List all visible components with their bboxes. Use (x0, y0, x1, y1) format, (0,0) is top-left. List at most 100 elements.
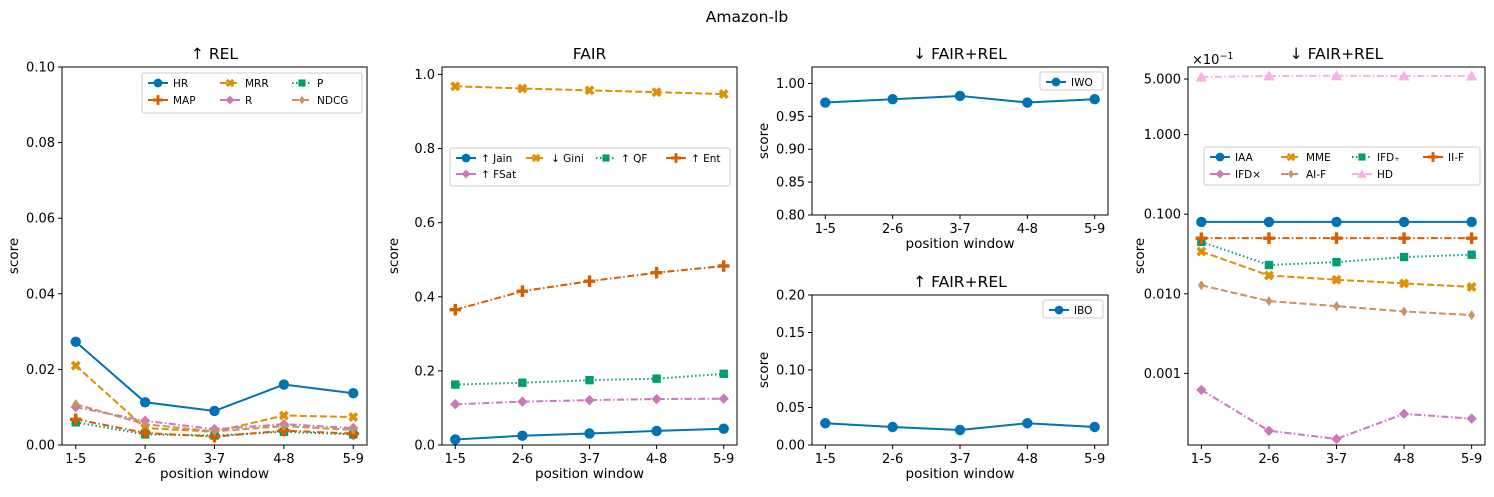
y-tick-label: 0.10 (776, 364, 805, 379)
axis-scale-label: ×10−1 (1192, 51, 1233, 68)
x-tick-label: 3-7 (1326, 452, 1347, 467)
data-point (450, 399, 461, 410)
x-tick-label: 2-6 (882, 452, 903, 467)
legend-marker (1051, 77, 1061, 87)
data-point (1263, 232, 1275, 244)
plot-frame (1187, 66, 1486, 446)
legend-item-ndcg: NDCG (292, 95, 348, 107)
x-axis-label: position window (160, 466, 269, 482)
y-tick-label: 0.6 (414, 216, 435, 231)
series-hr (70, 336, 359, 417)
data-point (719, 369, 728, 379)
x-axis-label: position window (906, 236, 1015, 252)
x-tick-label: 3-7 (579, 452, 600, 467)
data-point (1332, 257, 1341, 267)
legend-marker (671, 153, 681, 163)
data-point (651, 393, 662, 405)
chart-ibo: ↑ FAIR+REL 0.00 0.05 0.10 0.15 0.20 1-5 2-6 3-7 4… (756, 273, 1109, 482)
plot-frame (811, 66, 1109, 216)
data-point (652, 374, 661, 383)
legend: IAA MME IFD₊ II-F IFD× AI-F HD (1203, 146, 1481, 186)
legend-marker (602, 154, 610, 162)
legend-label: ↓ Gini (551, 153, 584, 165)
y-tick-label: 0.100 (1144, 208, 1181, 223)
series-ifd (1196, 384, 1477, 445)
x-tick-label: 1-5 (445, 452, 466, 467)
x-tick-label: 1-5 (815, 222, 836, 237)
legend-marker (1215, 169, 1225, 179)
data-point (1263, 270, 1274, 281)
data-point (450, 81, 461, 92)
x-tick-label: 4-8 (646, 452, 667, 467)
series-qf (451, 369, 728, 389)
data-point (1331, 216, 1342, 228)
legend-marker (1288, 169, 1294, 179)
series-line (455, 265, 724, 311)
legend-label: II-F (1448, 152, 1464, 164)
data-point (141, 419, 149, 430)
plot-frame (441, 66, 738, 446)
series-line (455, 372, 724, 386)
legend-label: HD (1377, 169, 1393, 181)
legend-marker (1215, 152, 1225, 162)
y-tick-label: 1.0 (414, 68, 435, 83)
axis-scale-exponent: −1 (1219, 51, 1233, 62)
y-tick-label: 1.00 (776, 77, 805, 92)
legend-item-mrr: MRR (220, 78, 269, 90)
legend-label: ↑ Ent (691, 153, 721, 165)
series-line (75, 341, 354, 413)
y-tick-label: 0.15 (776, 326, 805, 341)
legend-marker (531, 153, 541, 163)
chart-title: ↑ FAIR+REL (913, 273, 1007, 291)
series-mme (1196, 246, 1477, 292)
series-fsat (450, 393, 729, 410)
data-point (278, 379, 290, 390)
data-point (1196, 216, 1207, 228)
y-tick-label: 5.000 (1144, 73, 1181, 88)
series-iwo (820, 90, 1100, 108)
x-tick-label: 1-5 (815, 452, 836, 467)
y-tick-label: 0.06 (26, 212, 55, 227)
chart-iwo: ↓ FAIR+REL 0.80 0.85 0.90 0.95 1.00 1-5 2-6 3-7 4… (756, 45, 1109, 252)
data-point (1330, 70, 1343, 81)
legend-item-ai-f: AI-F (1281, 169, 1326, 181)
legend-marker (461, 169, 471, 179)
series-ibo (820, 418, 1100, 436)
legend-box (141, 72, 363, 114)
data-point (1264, 260, 1274, 270)
series-hd (1195, 70, 1478, 82)
data-point (1466, 413, 1477, 424)
legend-item-fsat: ↑ FSat (456, 169, 516, 181)
legend: HR MRR P MAP R NDCG (141, 72, 363, 114)
data-point (1398, 408, 1410, 420)
legend-item-ifd: IFD× (1210, 169, 1261, 181)
y-tick-label: 0.2 (414, 364, 435, 379)
data-point (348, 412, 359, 422)
y-tick-label: 0.00 (776, 439, 805, 454)
legend-label: IWO (1071, 77, 1093, 89)
chart-rel: ↑ REL 0.00 0.02 0.04 0.06 0.08 0.10 1-5 2-6 3-7 4-… (6, 45, 368, 482)
data-point (70, 336, 81, 348)
data-point (278, 410, 289, 421)
legend-item-r: R (220, 95, 252, 107)
x-tick-label: 5-9 (713, 452, 734, 467)
data-point (69, 413, 82, 426)
data-point (1089, 94, 1100, 105)
series-jain (450, 423, 729, 445)
series-line (1201, 240, 1472, 267)
y-axis-label: score (386, 238, 402, 274)
legend-marker (153, 95, 163, 105)
y-tick-label: 0.05 (776, 401, 805, 416)
data-point (208, 430, 221, 443)
legend-item-p: P (292, 78, 323, 90)
legend-label: NDCG (317, 95, 348, 107)
series-line (455, 397, 724, 406)
data-point (1466, 216, 1477, 228)
data-point (72, 399, 80, 410)
data-point (1467, 250, 1476, 259)
series-line (1201, 284, 1472, 317)
data-point (887, 94, 898, 105)
x-tick-label: 2-6 (134, 452, 155, 467)
data-point (1197, 280, 1205, 291)
legend-marker (298, 79, 306, 87)
